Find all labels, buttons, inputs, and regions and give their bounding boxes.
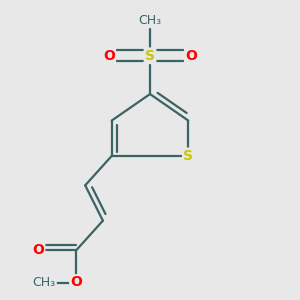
Text: CH₃: CH₃ — [138, 14, 162, 27]
Text: O: O — [32, 243, 44, 257]
Text: S: S — [145, 49, 155, 63]
Text: O: O — [70, 275, 82, 290]
Text: CH₃: CH₃ — [32, 276, 56, 289]
Text: O: O — [103, 49, 115, 63]
Text: S: S — [183, 149, 193, 163]
Text: O: O — [185, 49, 197, 63]
